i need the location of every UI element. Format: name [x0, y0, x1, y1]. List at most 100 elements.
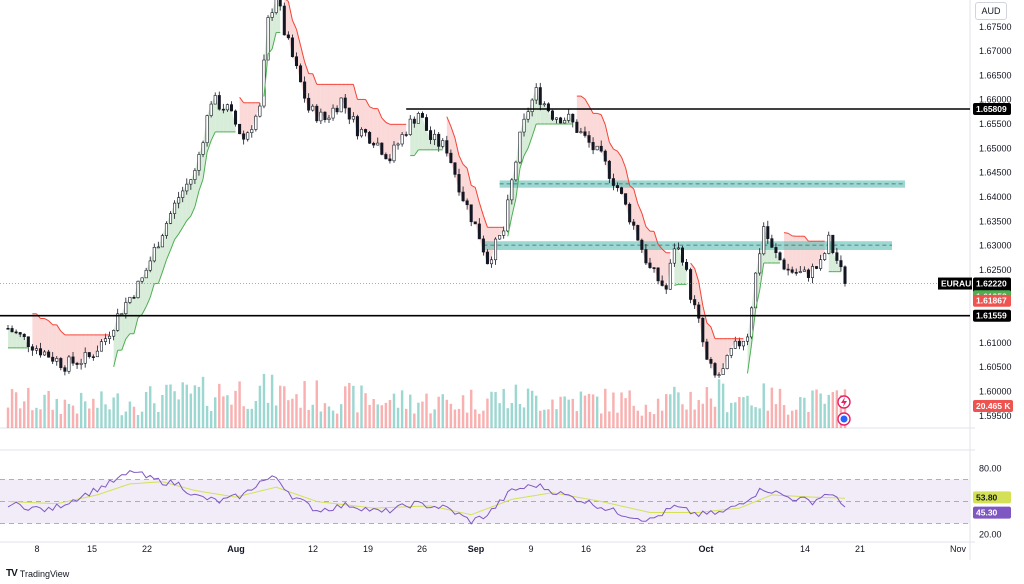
supertrend-fill-segment	[81, 334, 86, 364]
candle-body	[733, 340, 737, 349]
candle-body	[75, 362, 79, 365]
supertrend-segment	[125, 333, 131, 340]
volume-bar	[815, 389, 818, 428]
volume-bar	[234, 390, 237, 428]
candle-body	[798, 271, 802, 274]
currency-button[interactable]: AUD	[975, 2, 1007, 20]
supertrend-fill-segment	[361, 99, 366, 133]
time-tick-label: 26	[417, 544, 427, 554]
volume-bar	[291, 398, 294, 428]
volume-value-tag-bg	[973, 400, 1013, 412]
volume-bar	[786, 414, 790, 428]
indicator-icons[interactable]	[837, 395, 851, 426]
volume-bar	[254, 400, 258, 428]
volume-bar	[31, 410, 34, 428]
candle-body	[59, 358, 63, 368]
candle-body	[108, 335, 112, 339]
grid-lines	[0, 0, 975, 560]
volume-bar	[624, 398, 627, 428]
supertrend-segment	[617, 150, 622, 158]
candle-body	[71, 356, 75, 364]
candle-body	[30, 346, 34, 351]
supertrend-segment	[511, 198, 517, 217]
supertrend-segment	[746, 344, 753, 374]
volume-bar	[660, 410, 664, 428]
supertrend-segment	[597, 112, 602, 116]
candle-body	[628, 203, 632, 223]
volume-bar	[213, 397, 217, 428]
candle-body	[429, 130, 433, 140]
candle-body	[246, 132, 250, 140]
volume-bar	[823, 403, 826, 428]
candle-body	[124, 302, 128, 314]
candle-body	[555, 117, 559, 120]
volume-bar	[299, 407, 302, 428]
supertrend-fill-segment	[77, 334, 82, 365]
candle-body	[453, 162, 457, 175]
candle-body	[132, 296, 136, 299]
candle-body	[766, 226, 770, 239]
volume-bar	[514, 384, 518, 428]
candle-body	[18, 332, 22, 335]
candle-body	[99, 341, 103, 352]
candle-body	[6, 327, 10, 330]
candle-body	[737, 340, 741, 347]
candle-body	[754, 272, 758, 309]
volume-bar	[494, 392, 497, 428]
supertrend-segment	[515, 168, 521, 199]
volume-bar	[506, 408, 509, 428]
supertrend-segment	[141, 306, 147, 315]
volume-bar	[136, 415, 140, 428]
volume-bar	[43, 394, 46, 428]
time-axis[interactable]: 8 15 22 Aug 12 19 26 Sep 9 16 23 Oct 14 21 Nov	[34, 544, 966, 554]
candle-body	[522, 118, 526, 133]
supertrend-fill-segment	[613, 149, 618, 188]
horizontal-levels[interactable]	[0, 108, 970, 317]
candle-body	[815, 266, 819, 269]
volume-bar	[445, 399, 449, 428]
supertrend-fill-segment	[44, 318, 49, 358]
supertrend-segment	[803, 235, 809, 242]
volume-bar	[104, 404, 107, 428]
volume-bar	[526, 388, 530, 428]
volume-bar	[88, 408, 91, 428]
candle-body	[433, 133, 437, 140]
candle-body	[802, 269, 806, 272]
candle-body	[778, 252, 782, 261]
candle-body	[786, 268, 790, 271]
volume-bar	[270, 374, 274, 428]
supertrend-segment	[263, 53, 269, 97]
candle-body	[34, 348, 38, 351]
supertrend-segment	[271, 32, 277, 50]
volume-bar	[738, 396, 741, 428]
volume-bar	[108, 409, 111, 428]
candle-body	[294, 56, 298, 67]
volume-bar	[27, 387, 30, 428]
candle-body	[810, 266, 815, 278]
candle-body	[148, 260, 152, 271]
volume-bar	[478, 413, 481, 428]
volume-bar	[242, 406, 245, 428]
supertrend-segment	[653, 231, 659, 245]
candle-body	[481, 238, 485, 253]
candle-body	[680, 247, 684, 263]
volume-bar	[59, 413, 63, 428]
volume-bar	[112, 397, 115, 428]
candle-body	[47, 351, 51, 358]
supertrend-segment	[194, 190, 200, 208]
price-axis[interactable]: 1.67500 1.67000 1.66500 1.66000 1.65500 1.650…	[979, 22, 1012, 540]
volume-bar	[425, 393, 428, 428]
volume-bar	[807, 412, 810, 428]
volume-bar	[604, 388, 607, 428]
candle-body	[164, 223, 168, 236]
candle-body	[567, 113, 571, 121]
supertrend-segment	[600, 114, 606, 125]
supertrend-segment	[462, 163, 468, 169]
volume-bar	[307, 409, 310, 428]
candle-body	[485, 251, 489, 265]
supertrend-segment	[381, 117, 387, 123]
candle-body	[632, 221, 636, 226]
candle-body	[835, 252, 839, 261]
volume-bar	[762, 383, 765, 428]
